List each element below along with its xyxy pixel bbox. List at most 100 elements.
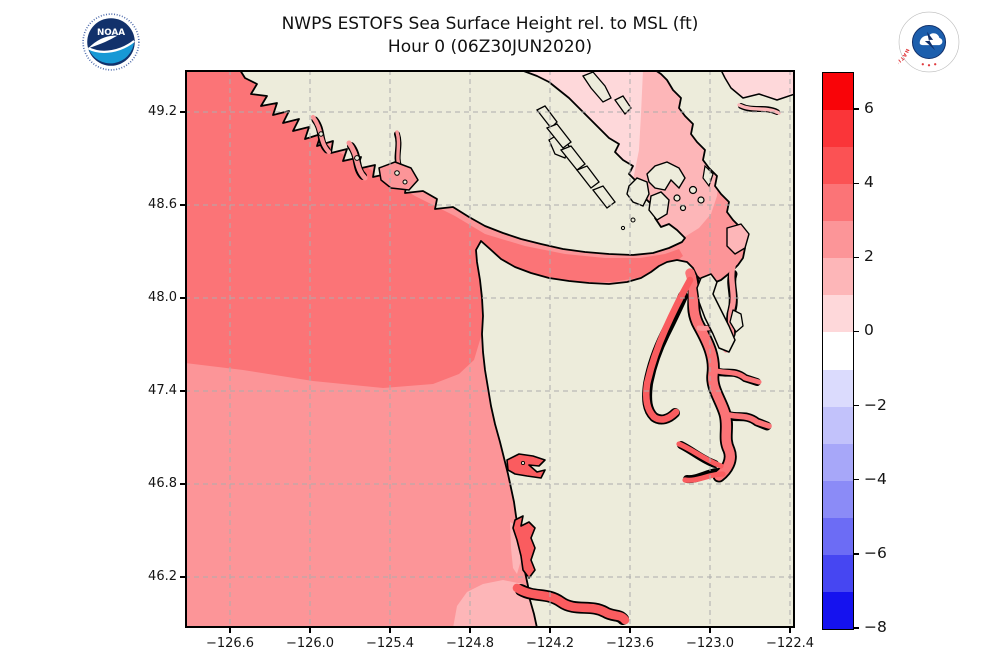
whidbey-island [696, 273, 736, 353]
fraser-channel [737, 103, 781, 115]
barkley-sound [378, 161, 419, 191]
gulf-island [536, 105, 558, 129]
colorbar-tick-label: −8 [864, 618, 887, 636]
x-tick-mark [389, 628, 391, 633]
x-tick-label: −123.0 [685, 636, 735, 651]
colorbar-segment [823, 591, 853, 629]
hood-canal-water [642, 276, 694, 423]
y-tick-mark [180, 204, 185, 206]
gulf-island [614, 95, 632, 116]
y-tick-mark [180, 483, 185, 485]
y-tick-mark [180, 576, 185, 578]
noaa-wordmark: NOAA [97, 28, 125, 38]
nootka-islet [318, 131, 324, 137]
noaa-logo: NOAA [81, 12, 141, 72]
noaa-ring-text-band [82, 13, 140, 71]
clayoquot-islet [354, 155, 360, 161]
grays-harbor [506, 453, 546, 479]
x-tick-mark [469, 628, 471, 633]
colorbar-tick-label: −6 [864, 543, 887, 562]
colorbar-tick-label: 6 [864, 99, 874, 118]
colorbar-tick-label: −4 [864, 469, 887, 488]
colorbar-tick-label: −2 [864, 395, 887, 414]
noaa-gull-icon [88, 35, 118, 49]
vancouver-island-land [239, 69, 686, 256]
south-inlet1-water [676, 441, 724, 469]
colorbar-segment [823, 554, 853, 592]
y-tick-label: 48.0 [148, 289, 177, 305]
x-tick-label: −125.4 [365, 636, 415, 651]
y-tick-label: 46.2 [148, 568, 177, 584]
x-tick-mark [629, 628, 631, 633]
plot-border [185, 70, 795, 628]
ocean-zone-1-2ft-willapa-strip [510, 522, 521, 574]
grays-harbor-islet [520, 460, 526, 466]
islet [679, 204, 687, 212]
gulf-island [559, 145, 586, 171]
title-line-1: NWPS ESTOFS Sea Surface Height rel. to M… [281, 14, 699, 34]
colorbar-tick-label: 2 [864, 247, 874, 266]
islet [630, 217, 636, 223]
nws-ring-dot [927, 64, 931, 67]
guemes-island [697, 196, 705, 204]
y-tick-label: 46.8 [148, 475, 177, 491]
x-tick-mark [309, 628, 311, 633]
y-tick-label: 48.6 [148, 196, 177, 212]
noaa-swoosh [87, 40, 135, 53]
camano-island [729, 309, 744, 333]
x-tick-mark [549, 628, 551, 633]
islet [673, 194, 681, 202]
map-plot [185, 69, 796, 629]
nws-ring-dot [921, 63, 924, 66]
colorbar-tick-mark [854, 182, 859, 184]
san-juan-island [626, 177, 650, 207]
x-tick-label: −122.4 [765, 636, 815, 651]
colorbar-segment [823, 184, 853, 222]
islet [620, 225, 626, 231]
y-tick-mark [180, 297, 185, 299]
colorbar-segment [823, 295, 853, 333]
colorbar-tick-mark [854, 627, 859, 629]
seattle-arm-water [710, 367, 762, 385]
map-svg [185, 69, 796, 629]
barkley-islet [394, 170, 400, 176]
colorbar-tick-label: 4 [864, 173, 874, 192]
y-tick-label: 49.2 [148, 103, 177, 119]
x-tick-mark [789, 628, 791, 633]
colorbar-segment [823, 258, 853, 296]
colorbar-segment [823, 443, 853, 481]
colorbar-segment [823, 221, 853, 259]
x-tick-mark [229, 628, 231, 633]
colorbar-tick-mark [854, 553, 859, 555]
gulf-island [575, 165, 600, 189]
puget-sound-water [685, 268, 735, 481]
tacoma-arm-water [722, 411, 772, 429]
x-tick-label: −126.0 [285, 636, 335, 651]
x-tick-label: −124.8 [445, 636, 495, 651]
colorbar [822, 72, 854, 630]
colorbar-tick-mark [854, 479, 859, 481]
colorbar-segment [823, 332, 853, 370]
title-line-2: Hour 0 (06Z30JUN2020) [387, 37, 593, 57]
y-tick-mark [180, 111, 185, 113]
clayoquot-inlet [346, 140, 368, 181]
willapa-bay [512, 515, 536, 579]
south-inlet2-water [682, 471, 726, 483]
y-tick-label: 47.4 [148, 382, 177, 398]
nws-ring-dot [934, 63, 937, 66]
colorbar-segment [823, 110, 853, 148]
gulf-island [591, 185, 616, 209]
colorbar-segment [823, 73, 853, 111]
barkley-islet [402, 179, 408, 185]
colorbar-segment [823, 517, 853, 555]
colorbar-tick-mark [854, 108, 859, 110]
columbia-mouth-water [512, 583, 630, 625]
colorbar-tick-mark [854, 330, 859, 333]
colorbar-tick-label: 0 [864, 321, 874, 340]
colorbar-segment [823, 147, 853, 185]
colorbar-tick-mark [854, 404, 859, 407]
plot-title: NWPS ESTOFS Sea Surface Height rel. to M… [185, 13, 795, 59]
cypress-island [688, 185, 698, 195]
lat-lon-gridlines [185, 70, 795, 628]
